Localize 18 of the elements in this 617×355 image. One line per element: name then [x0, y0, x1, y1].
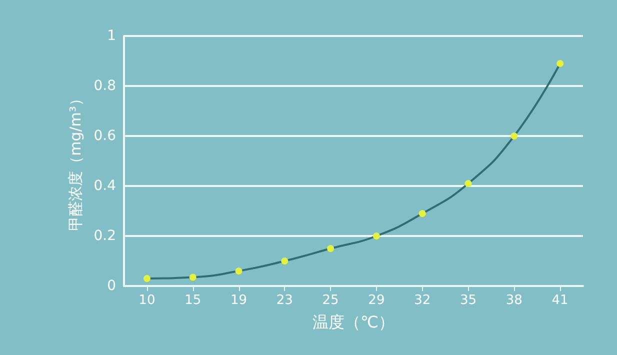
y-tick-label: 0.8: [94, 78, 116, 94]
x-tick-label: 25: [322, 293, 339, 308]
y-axis-title: 甲醛浓度（mg/m³）: [66, 91, 84, 231]
x-tick-label: 23: [276, 293, 293, 308]
x-tick-label: 35: [460, 293, 477, 308]
y-tick-label: 1: [107, 28, 116, 44]
x-tick-label: 32: [414, 293, 431, 308]
x-axis-title: 温度（℃）: [312, 312, 394, 332]
y-tick-label: 0: [107, 278, 116, 294]
y-tick-label: 0.4: [94, 178, 116, 194]
x-tick-label: 15: [184, 293, 202, 308]
x-tick-label: 19: [230, 293, 248, 308]
x-tick-label: 10: [138, 293, 156, 308]
x-tick-label: 38: [506, 293, 522, 308]
x-tick-label: 29: [368, 293, 385, 308]
x-tick-label: 41: [552, 293, 568, 308]
y-tick-label: 0.6: [94, 128, 116, 144]
y-tick-label: 0.2: [94, 228, 116, 244]
